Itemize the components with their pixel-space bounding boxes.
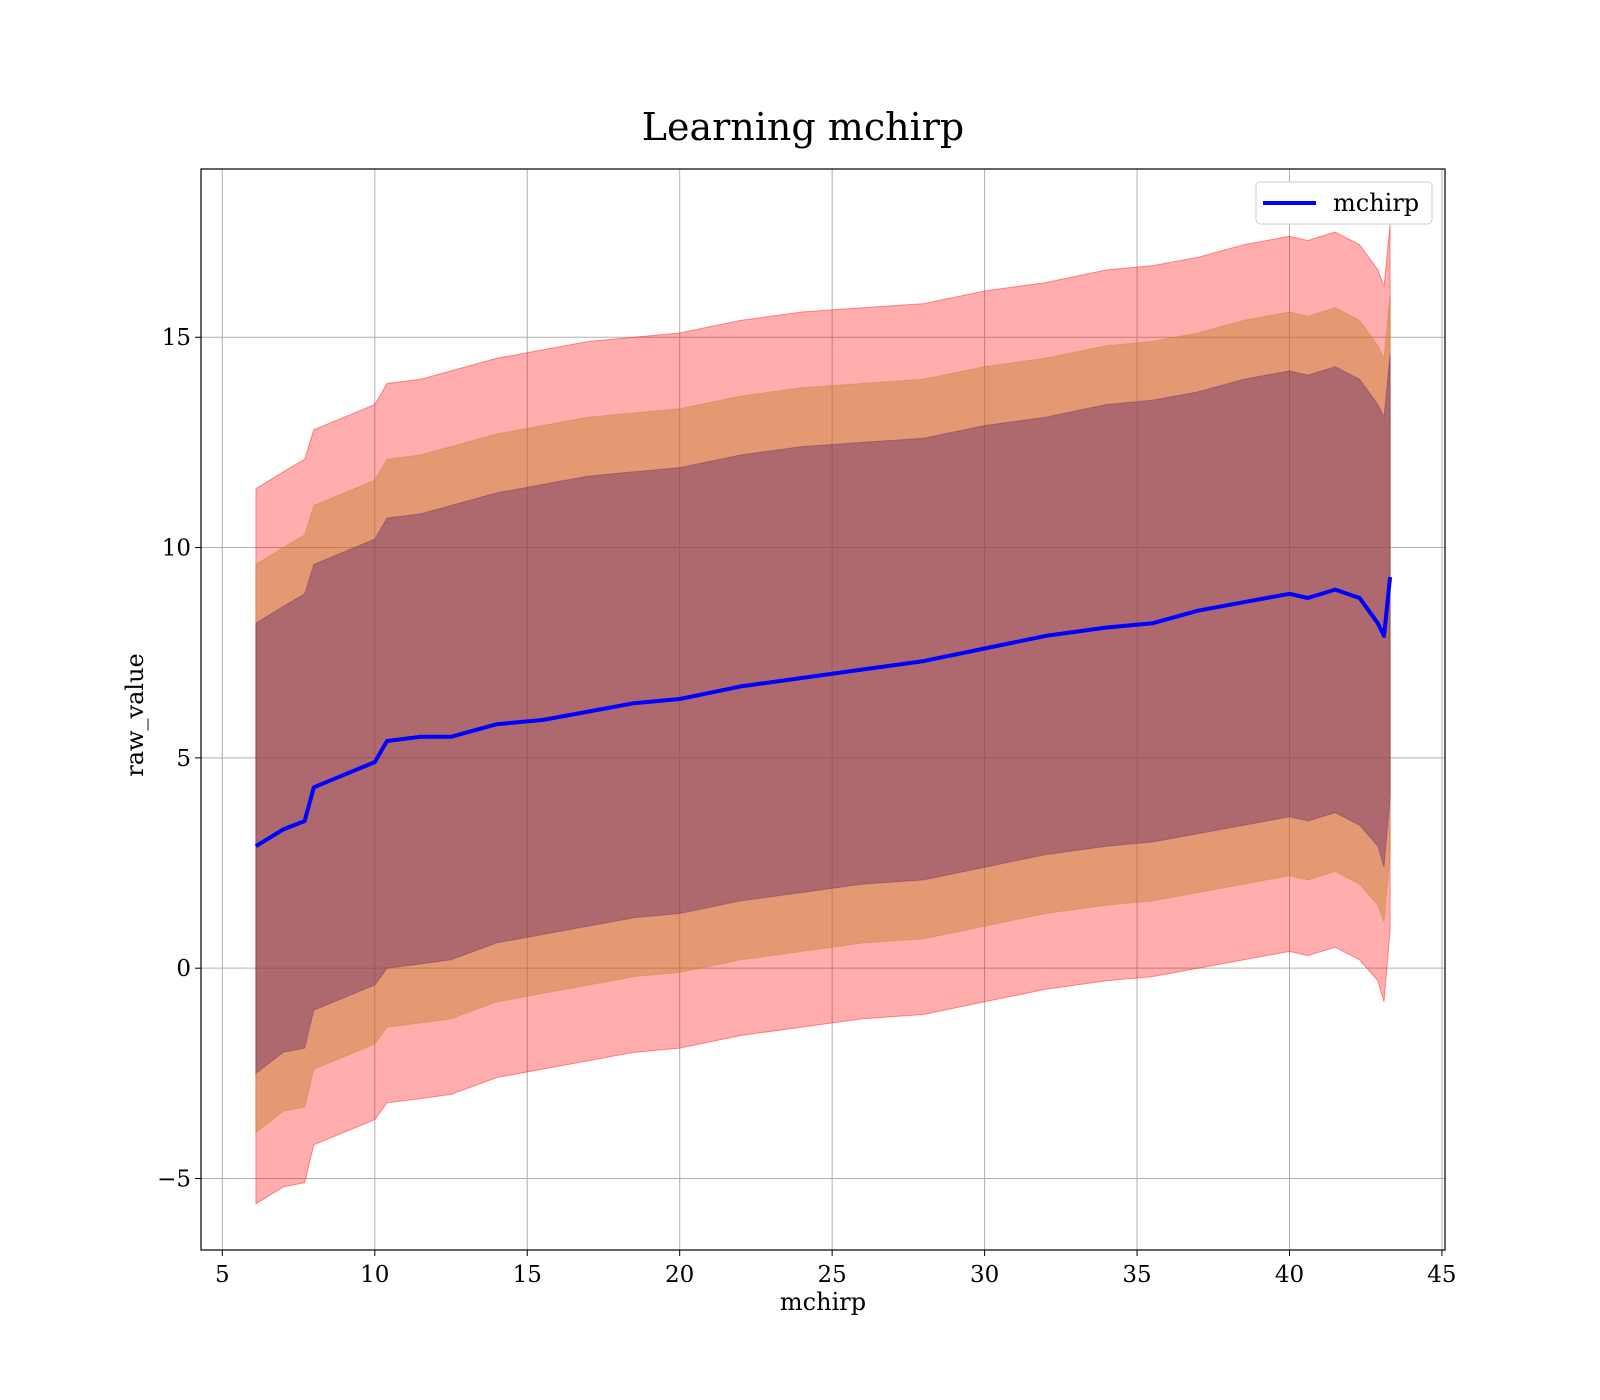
x-tick-label: 5 [215, 1262, 230, 1288]
band-middle [255, 295, 1391, 1134]
x-tick-label: 10 [360, 1262, 389, 1288]
band-outer [255, 223, 1391, 1205]
x-tick-label: 30 [970, 1262, 999, 1288]
legend[interactable]: mchirp [1255, 181, 1433, 225]
legend-entry-mchirp: mchirp [1333, 189, 1419, 217]
series-lines [254, 576, 1393, 848]
chart-title: Learning mchirp [642, 105, 964, 149]
y-axis-label: raw_value [121, 653, 149, 777]
confidence-bands [255, 223, 1391, 1205]
axis-ticks: 5 10 15 20 25 30 35 40 45 −5 0 5 10 15 [157, 325, 1456, 1288]
series-line-mchirp [254, 576, 1393, 848]
plot-frame [200, 168, 1446, 1251]
x-axis-label: mchirp [780, 1288, 866, 1316]
y-tick-label: 0 [176, 956, 191, 982]
band-inner [255, 354, 1391, 1075]
x-tick-label: 20 [665, 1262, 694, 1288]
x-tick-label: 40 [1275, 1262, 1304, 1288]
x-tick-label: 15 [513, 1262, 542, 1288]
x-tick-label: 45 [1427, 1262, 1456, 1288]
y-tick-label: 5 [176, 746, 191, 772]
x-tick-label: 25 [818, 1262, 847, 1288]
y-tick-label: 10 [162, 536, 191, 562]
legend-box [1255, 181, 1433, 225]
y-tick-label: −5 [157, 1166, 191, 1192]
x-tick-label: 35 [1122, 1262, 1151, 1288]
y-tick-label: 15 [162, 325, 191, 351]
grid-lines [201, 169, 1445, 1250]
